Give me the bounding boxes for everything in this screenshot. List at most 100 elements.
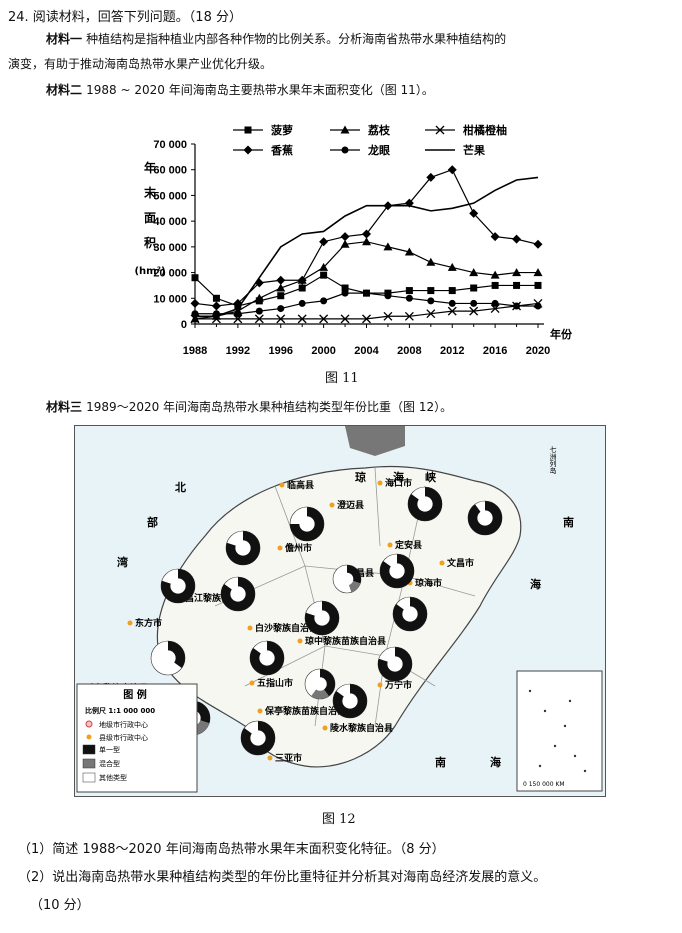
data-point [447, 262, 457, 271]
structure-donut [467, 500, 503, 536]
data-point [319, 262, 329, 271]
data-point [297, 314, 307, 324]
material1-label: 材料一 [46, 32, 83, 46]
data-point [383, 311, 393, 321]
material2-label: 材料二 [46, 83, 83, 97]
island-dot [583, 769, 587, 773]
data-point [384, 292, 392, 300]
county-center-icon [86, 734, 92, 740]
data-point [341, 284, 349, 292]
donut-hole [314, 610, 330, 626]
y-axis-label-char: 末 [144, 185, 157, 200]
donut-hole [387, 656, 403, 672]
island-dot [573, 754, 577, 758]
x-tick-label: 1996 [269, 345, 293, 357]
legend-title: 图 例 [123, 688, 146, 701]
legend-label: 香蕉 [270, 143, 293, 157]
x-tick-label: 2004 [354, 345, 379, 357]
structure-donut [220, 576, 256, 612]
legend-label: 菠萝 [271, 123, 293, 137]
sea-label: 湾 [117, 555, 128, 569]
data-point [319, 314, 329, 324]
data-point [340, 125, 350, 134]
data-point [512, 234, 522, 244]
data-point [435, 125, 445, 135]
data-point [533, 239, 543, 249]
donut-hole [250, 730, 266, 746]
data-point [490, 270, 500, 279]
city-label: 保亭黎族苗族自治县 [264, 705, 346, 717]
donut-hole [340, 572, 354, 586]
x-tick-label: 1988 [183, 345, 207, 357]
donut-hole [235, 540, 251, 556]
y-tick-label: 30 000 [153, 242, 187, 254]
donut-hole [342, 693, 358, 709]
legend-box [76, 683, 198, 793]
legend-item: 荔枝 [330, 123, 391, 137]
data-point [320, 271, 328, 279]
mainland [345, 426, 405, 456]
county-center-marker [279, 482, 285, 488]
city-label: 陵水黎族自治县 [330, 722, 393, 734]
county-center-marker [377, 682, 383, 688]
data-point [341, 289, 349, 297]
inset-scale: 0 150 000 KM [523, 781, 565, 788]
material1-line: 材料一 种植结构是指种植业内部各种作物的比例关系。分析海南省热带水果种植结构的 [46, 30, 506, 47]
y-tick-label: 0 [181, 319, 187, 331]
data-point [276, 275, 286, 285]
hainan-map: 北部湾琼海峡南海南 海七洲列岛临高县 海口市澄迈县儋州市 定安县文昌市屯昌县琼海市昌江… [75, 426, 605, 796]
island-dot [543, 709, 547, 713]
figure-11-caption: 图 11 [325, 371, 359, 386]
data-point [363, 289, 370, 297]
island-dot [563, 724, 567, 728]
data-point [362, 229, 371, 239]
data-point [447, 165, 457, 175]
data-point [490, 232, 500, 242]
material3-label: 材料三 [46, 400, 83, 414]
city-center-icon [85, 720, 93, 728]
city-label: 五指山市 [257, 677, 293, 689]
donut-mixed-share [311, 684, 329, 699]
sea-label: 北 [175, 480, 186, 494]
data-point [513, 302, 521, 310]
structure-donut [249, 640, 285, 676]
legend-label: 芒果 [463, 143, 485, 157]
city-label: 三亚市 [275, 752, 302, 764]
donut-single-share [320, 669, 336, 697]
question-2-points: （10 分） [30, 898, 90, 913]
structure-donut [225, 530, 261, 566]
material2-line: 材料二 1988 ~ 2020 年间海南岛主要热带水果年末面积变化（图 11）。 [46, 81, 434, 98]
data-point [491, 299, 499, 307]
data-point [448, 287, 456, 295]
data-point [255, 307, 263, 315]
donut-hole [417, 496, 433, 512]
data-point [277, 305, 285, 313]
structure-donut [379, 553, 415, 589]
data-point [513, 281, 521, 289]
structure-donut [304, 600, 340, 636]
y-tick-label: 40 000 [153, 216, 187, 228]
donut-hole [313, 677, 327, 691]
island-dot [528, 689, 532, 693]
y-axis-unit: (hm²) [134, 266, 165, 277]
south-china-sea-inset: 0 150 000 KM [516, 670, 603, 792]
sea-label: 南 [435, 755, 446, 769]
data-point [404, 247, 414, 256]
data-point [211, 314, 221, 324]
donut-single-share [168, 641, 185, 668]
qizhou-islands-label: 七洲列岛 [549, 445, 557, 475]
county-center-marker [297, 638, 303, 644]
data-point [277, 292, 285, 300]
legend-mixed: 混合型 [99, 759, 120, 768]
donut-hole [299, 516, 315, 532]
city-label: 琼海市 [415, 577, 442, 589]
structure-donut [240, 720, 276, 756]
data-point [404, 311, 414, 321]
figure-12-caption: 图 12 [322, 812, 356, 827]
data-point [234, 310, 242, 318]
data-point [534, 281, 542, 289]
data-point [191, 274, 199, 282]
y-axis-label-char: 积 [144, 235, 156, 250]
data-point [426, 257, 436, 266]
legend-swatch-other [82, 772, 96, 783]
